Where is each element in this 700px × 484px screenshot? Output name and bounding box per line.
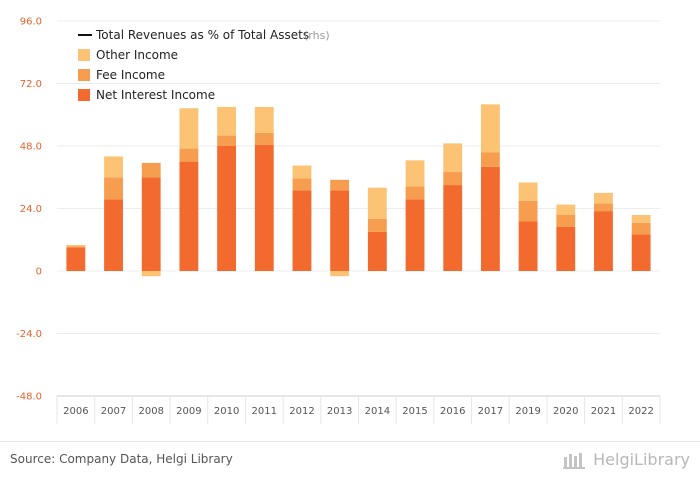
helgi-library-logo[interactable]: HelgiLibrary <box>563 450 690 469</box>
chart: 96.0 72.0 48.0 24.0 0 -24.0 -48.0 2006 2007 2008… <box>16 17 661 424</box>
bar-segment[interactable] <box>443 185 463 271</box>
bar-segment[interactable] <box>104 156 123 178</box>
bar-segment[interactable] <box>330 271 350 277</box>
y-axis-ticks: 96.0 72.0 48.0 24.0 0 -24.0 -48.0 <box>16 17 42 403</box>
bar-segment[interactable] <box>179 161 199 271</box>
bar-segment[interactable] <box>405 160 425 187</box>
bar-segment[interactable] <box>104 177 123 200</box>
footer: Source: Company Data, Helgi Library Helg… <box>0 441 700 484</box>
x-tick-label: 2012 <box>289 406 314 417</box>
x-axis-ticks: 2006 2007 2008 2009 2010 2011 2012 2013 2014 2015… <box>56 395 661 424</box>
x-tick-label: 2016 <box>440 406 465 417</box>
legend-label-fee-income: Fee Income <box>96 68 165 82</box>
bar-segment[interactable] <box>141 177 161 271</box>
x-tick-label: 2015 <box>402 406 427 417</box>
bar-segment[interactable] <box>367 231 387 271</box>
legend-label-total-revenues: Total Revenues as % of Total Assets <box>95 28 309 42</box>
bar-segment[interactable] <box>66 247 86 271</box>
y-tick-label: 72.0 <box>20 79 42 90</box>
bar-segment[interactable] <box>480 166 500 271</box>
y-tick-label: 96.0 <box>20 17 42 28</box>
legend-item-fee-income[interactable]: Fee Income <box>78 68 165 82</box>
bar-segment[interactable] <box>556 215 576 227</box>
bar-segment[interactable] <box>556 204 576 216</box>
x-tick-label: 2009 <box>176 406 201 417</box>
x-tick-label: 2014 <box>365 406 390 417</box>
bar-segment[interactable] <box>141 271 161 277</box>
bar-segment[interactable] <box>443 143 463 173</box>
bar-segment[interactable] <box>631 234 651 271</box>
bar-segment[interactable] <box>292 165 312 179</box>
x-tick-label: 2020 <box>553 406 578 417</box>
legend-item-other-income[interactable]: Other Income <box>78 48 178 62</box>
legend-label-other-income: Other Income <box>96 48 178 62</box>
x-tick-label: 2011 <box>252 406 277 417</box>
legend-label-rhs: (rhs) <box>304 29 330 42</box>
library-icon <box>563 452 586 469</box>
bar-segment[interactable] <box>594 211 613 271</box>
bar-segment[interactable] <box>217 146 237 271</box>
bar-segment[interactable] <box>480 104 500 153</box>
legend: Total Revenues as % of Total Assets (rhs… <box>78 28 330 102</box>
bar-segment[interactable] <box>518 221 538 271</box>
legend-swatch-other-income <box>78 49 90 61</box>
bar-segment[interactable] <box>254 144 274 271</box>
x-tick-label: 2013 <box>327 406 352 417</box>
bar-segment[interactable] <box>518 182 538 201</box>
bar-segment[interactable] <box>443 172 463 186</box>
y-tick-label: -24.0 <box>16 329 42 340</box>
x-tick-label: 2010 <box>214 406 239 417</box>
x-tick-label: 2008 <box>138 406 163 417</box>
bar-segment[interactable] <box>217 135 237 146</box>
bar-segment[interactable] <box>480 152 500 167</box>
x-tick-label: 2007 <box>101 406 126 417</box>
legend-item-total-revenues[interactable]: Total Revenues as % of Total Assets (rhs… <box>78 28 330 42</box>
bar-segment[interactable] <box>179 148 199 162</box>
x-tick-label: 2021 <box>591 406 616 417</box>
bar-segment[interactable] <box>330 190 350 271</box>
x-tick-label: 2006 <box>63 406 88 417</box>
bar-segment[interactable] <box>292 178 312 191</box>
bars <box>66 104 651 277</box>
legend-swatch-net-interest-income <box>78 89 90 101</box>
y-tick-label: -48.0 <box>16 392 42 403</box>
bar-segment[interactable] <box>217 106 237 136</box>
x-tick-label: 2022 <box>628 406 653 417</box>
bar-segment[interactable] <box>66 244 86 247</box>
y-tick-label: 24.0 <box>20 204 42 215</box>
bar-segment[interactable] <box>556 226 576 271</box>
bar-segment[interactable] <box>254 106 274 133</box>
bar-segment[interactable] <box>631 215 651 223</box>
legend-item-net-interest-income[interactable]: Net Interest Income <box>78 88 215 102</box>
bar-segment[interactable] <box>405 199 425 271</box>
logo-text: HelgiLibrary <box>593 450 690 469</box>
x-tick-label: 2019 <box>515 406 540 417</box>
bar-segment[interactable] <box>141 162 161 178</box>
bar-segment[interactable] <box>66 246 86 248</box>
source-text: Source: Company Data, Helgi Library <box>10 452 233 466</box>
bar-segment[interactable] <box>631 222 651 235</box>
bar-segment[interactable] <box>179 108 199 149</box>
x-tick-label: 2017 <box>478 406 503 417</box>
bar-segment[interactable] <box>254 132 274 145</box>
bar-segment[interactable] <box>104 199 123 271</box>
legend-swatch-fee-income <box>78 69 90 81</box>
bar-segment[interactable] <box>594 192 613 204</box>
y-tick-label: 48.0 <box>20 142 42 153</box>
bar-segment[interactable] <box>367 218 387 232</box>
bar-segment[interactable] <box>518 200 538 222</box>
bar-segment[interactable] <box>594 203 613 212</box>
bar-segment[interactable] <box>367 187 387 219</box>
bar-segment[interactable] <box>405 186 425 200</box>
legend-label-net-interest-income: Net Interest Income <box>96 88 215 102</box>
y-tick-label: 0 <box>36 267 42 278</box>
bar-segment[interactable] <box>330 179 350 191</box>
bar-segment[interactable] <box>292 190 312 271</box>
